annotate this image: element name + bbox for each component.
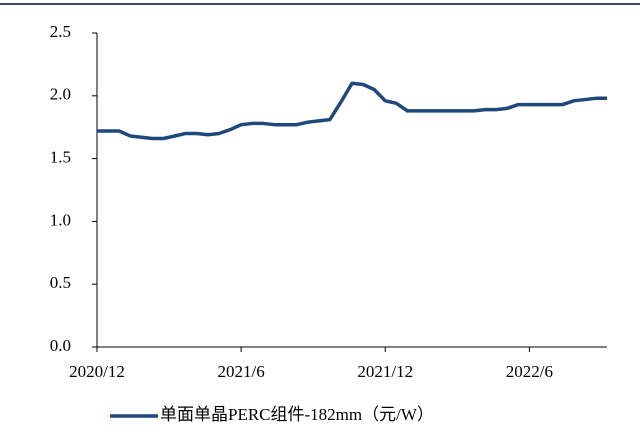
legend-label: 单面单晶PERC组件-182mm（元/W） bbox=[160, 405, 434, 424]
x-tick-label: 2022/6 bbox=[506, 362, 553, 381]
x-tick-label: 2021/6 bbox=[218, 362, 265, 381]
y-tick-label: 0.5 bbox=[50, 273, 71, 292]
y-tick-label: 1.0 bbox=[50, 210, 71, 229]
x-tick-label: 2020/12 bbox=[69, 362, 125, 381]
y-tick-label: 2.0 bbox=[50, 85, 71, 104]
y-tick-label: 2.5 bbox=[50, 22, 71, 41]
series-line bbox=[97, 81, 607, 141]
x-tick-label: 2021/12 bbox=[357, 362, 413, 381]
y-tick-label: 1.5 bbox=[50, 148, 71, 167]
y-tick-label: 0.0 bbox=[50, 336, 71, 355]
